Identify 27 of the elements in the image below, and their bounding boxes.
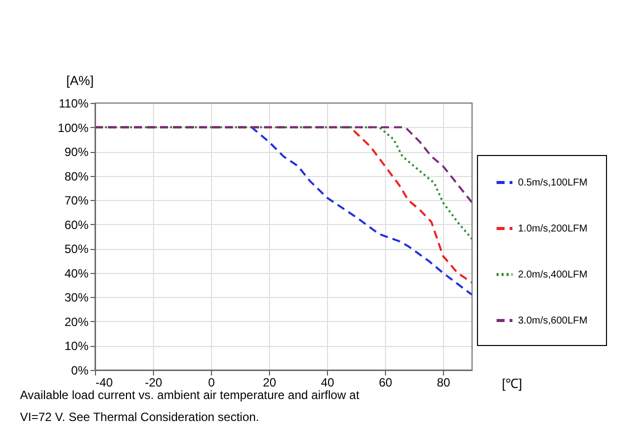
text: Available load current vs. ambient air temperature and airflow at VI=72 V. See Thermal Consideration section. bbox=[20, 388, 360, 424]
x-axis-title: [℃] bbox=[502, 376, 522, 391]
y-tick-label: 90% bbox=[64, 145, 89, 160]
legend-label: 2.0m/s,400LFM bbox=[518, 270, 588, 280]
y-tick-label: 70% bbox=[64, 194, 89, 208]
y-tick-label: 110% bbox=[58, 96, 89, 110]
y-tick-label: 20% bbox=[64, 314, 89, 329]
x-tick-label: -20 bbox=[144, 376, 162, 390]
line-series bbox=[95, 126, 472, 204]
x-tick-label: -40 bbox=[96, 376, 114, 390]
y-tick-label: 10% bbox=[64, 339, 89, 354]
x-tick-label: 80 bbox=[436, 376, 450, 390]
y-axis-title: [A%] bbox=[66, 73, 94, 88]
y-tick-label: 60% bbox=[64, 218, 89, 232]
legend-label: 3.0m/s,600LFM bbox=[518, 316, 588, 326]
x-tick-label: 0 bbox=[208, 376, 216, 390]
x-tick-label: 20 bbox=[262, 376, 276, 390]
x-tick-label: 60 bbox=[378, 376, 392, 390]
y-tick-label: 100% bbox=[58, 120, 89, 135]
y-tick-label: 0% bbox=[71, 364, 89, 378]
y-tick-label: 40% bbox=[64, 266, 89, 280]
y-tick-label: 50% bbox=[64, 242, 89, 256]
y-tick-label: 30% bbox=[64, 290, 89, 305]
legend-label: 0.5m/s,100LFM bbox=[518, 178, 588, 188]
y-tick-label: 80% bbox=[64, 169, 89, 184]
x-tick-label: 40 bbox=[320, 376, 334, 390]
legend-label: 1.0m/s,200LFM bbox=[518, 224, 588, 234]
